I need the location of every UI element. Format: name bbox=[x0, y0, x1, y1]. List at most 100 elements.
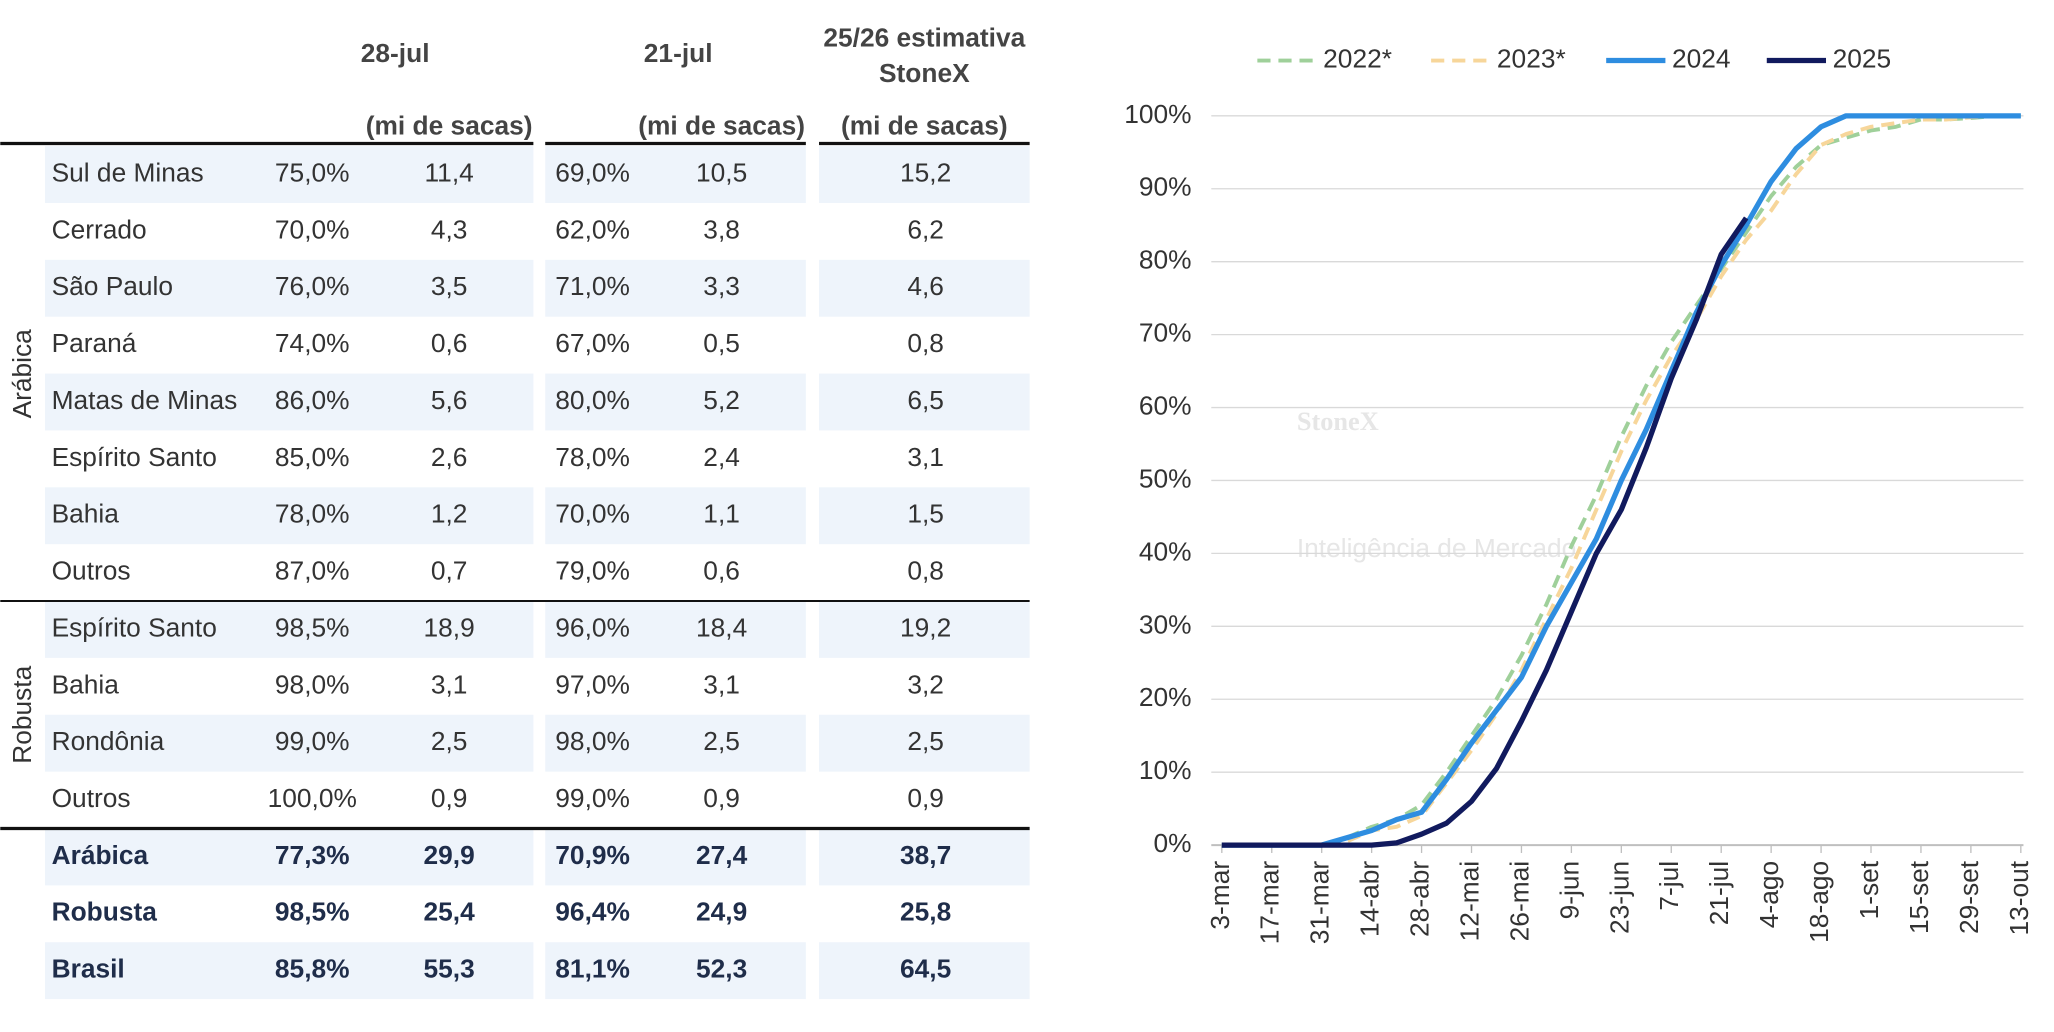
cell: 18,4 bbox=[696, 612, 747, 642]
series-line bbox=[1221, 113, 2021, 848]
cell: 2,5 bbox=[703, 726, 740, 756]
cell: 86,0% bbox=[275, 385, 350, 415]
cell: 38,7 bbox=[900, 840, 951, 870]
y-tick-label: 20% bbox=[1139, 682, 1192, 712]
cell: 71,0% bbox=[555, 271, 630, 301]
watermark: Inteligência de Mercado bbox=[1297, 533, 1576, 563]
cell: 0,9 bbox=[431, 783, 468, 813]
row-shade bbox=[45, 373, 534, 431]
row-label: São Paulo bbox=[52, 271, 173, 301]
row-label: Outros bbox=[52, 783, 131, 813]
cell: 11,4 bbox=[424, 157, 473, 187]
y-tick-label: 100% bbox=[1124, 99, 1191, 129]
row-label: Espírito Santo bbox=[52, 442, 217, 472]
row-label: Espírito Santo bbox=[52, 612, 217, 642]
cell: 4,6 bbox=[907, 271, 944, 301]
row-shade bbox=[545, 714, 806, 772]
row-shade bbox=[819, 259, 1030, 317]
x-tick-label: 13-out bbox=[2004, 860, 2034, 935]
legend-label: 2023* bbox=[1497, 44, 1566, 74]
row-label: Brasil bbox=[52, 954, 125, 984]
y-tick-label: 80% bbox=[1139, 245, 1192, 275]
row-shade bbox=[45, 601, 534, 658]
y-tick-label: 0% bbox=[1154, 828, 1192, 858]
y-tick-label: 10% bbox=[1139, 755, 1192, 785]
cell: 18,9 bbox=[424, 612, 475, 642]
row-shade bbox=[545, 487, 806, 545]
cell: 3,1 bbox=[907, 442, 944, 472]
x-tick-label: 3-mar bbox=[1205, 861, 1235, 930]
cell: 2,6 bbox=[431, 442, 468, 472]
cell: 52,3 bbox=[696, 954, 747, 984]
x-tick-label: 4-ago bbox=[1754, 861, 1784, 928]
cell: 70,0% bbox=[555, 499, 630, 529]
cell: 0,8 bbox=[907, 556, 944, 586]
legend-label: 2025 bbox=[1833, 44, 1892, 74]
cell: 99,0% bbox=[275, 726, 350, 756]
x-tick-label: 29-set bbox=[1954, 860, 1984, 934]
y-tick-label: 50% bbox=[1139, 463, 1192, 493]
x-tick-label: 7-jul bbox=[1654, 861, 1684, 911]
cell: 98,5% bbox=[275, 897, 350, 927]
cell: 78,0% bbox=[555, 442, 630, 472]
cell: 27,4 bbox=[696, 840, 748, 870]
y-tick-label: 40% bbox=[1139, 536, 1192, 566]
cell: 1,2 bbox=[431, 499, 468, 529]
cell: 67,0% bbox=[555, 328, 630, 358]
cell: 87,0% bbox=[275, 556, 350, 586]
cell: 0,9 bbox=[703, 783, 740, 813]
cell: 69,0% bbox=[555, 157, 630, 187]
y-tick-label: 90% bbox=[1139, 172, 1192, 202]
x-tick-label: 9-jun bbox=[1554, 861, 1584, 920]
cell: 10,5 bbox=[696, 157, 747, 187]
unit-label: (mi de sacas) bbox=[841, 111, 1008, 141]
cell: 5,2 bbox=[703, 385, 740, 415]
legend-label: 2024 bbox=[1672, 44, 1731, 74]
cell: 96,0% bbox=[555, 612, 630, 642]
cell: 64,5 bbox=[900, 954, 951, 984]
row-label: Bahia bbox=[52, 499, 120, 529]
row-shade bbox=[545, 146, 806, 203]
row-shade bbox=[45, 942, 534, 1000]
x-tick-label: 23-jun bbox=[1604, 861, 1634, 934]
row-shade bbox=[545, 373, 806, 431]
row-label: Cerrado bbox=[52, 214, 147, 244]
cell: 85,8% bbox=[275, 954, 350, 984]
cell: 25,8 bbox=[900, 897, 951, 927]
column-header: 25/26 estimativa bbox=[823, 22, 1025, 52]
row-label: Bahia bbox=[52, 669, 120, 699]
row-shade bbox=[545, 259, 806, 317]
cell: 25,4 bbox=[424, 897, 476, 927]
cell: 98,0% bbox=[555, 726, 630, 756]
cell: 70,0% bbox=[275, 214, 350, 244]
row-shade bbox=[819, 942, 1030, 1000]
y-tick-label: 60% bbox=[1139, 390, 1192, 420]
cell: 1,1 bbox=[703, 499, 740, 529]
cell: 78,0% bbox=[275, 499, 350, 529]
cell: 76,0% bbox=[275, 271, 350, 301]
cell: 3,8 bbox=[703, 214, 740, 244]
cell: 96,4% bbox=[555, 897, 630, 927]
cell: 97,0% bbox=[555, 669, 630, 699]
x-tick-label: 1-set bbox=[1854, 860, 1884, 919]
cell: 85,0% bbox=[275, 442, 350, 472]
x-tick-label: 12-mai bbox=[1454, 861, 1484, 941]
cell: 98,5% bbox=[275, 612, 350, 642]
cell: 19,2 bbox=[900, 612, 951, 642]
x-tick-label: 21-jul bbox=[1704, 861, 1734, 925]
row-shade bbox=[45, 259, 534, 317]
cell: 79,0% bbox=[555, 556, 630, 586]
cell: 62,0% bbox=[555, 214, 630, 244]
column-header: 21-jul bbox=[644, 38, 713, 68]
cell: 75,0% bbox=[275, 157, 350, 187]
row-label: Matas de Minas bbox=[52, 385, 238, 415]
series-line bbox=[1221, 216, 1749, 848]
cell: 24,9 bbox=[696, 897, 747, 927]
x-tick-label: 14-abr bbox=[1355, 861, 1385, 937]
row-label: Rondônia bbox=[52, 726, 165, 756]
cell: 3,2 bbox=[907, 669, 944, 699]
cell: 6,2 bbox=[907, 214, 944, 244]
cell: 3,3 bbox=[703, 271, 740, 301]
cell: 3,5 bbox=[431, 271, 468, 301]
cell: 3,1 bbox=[703, 669, 740, 699]
